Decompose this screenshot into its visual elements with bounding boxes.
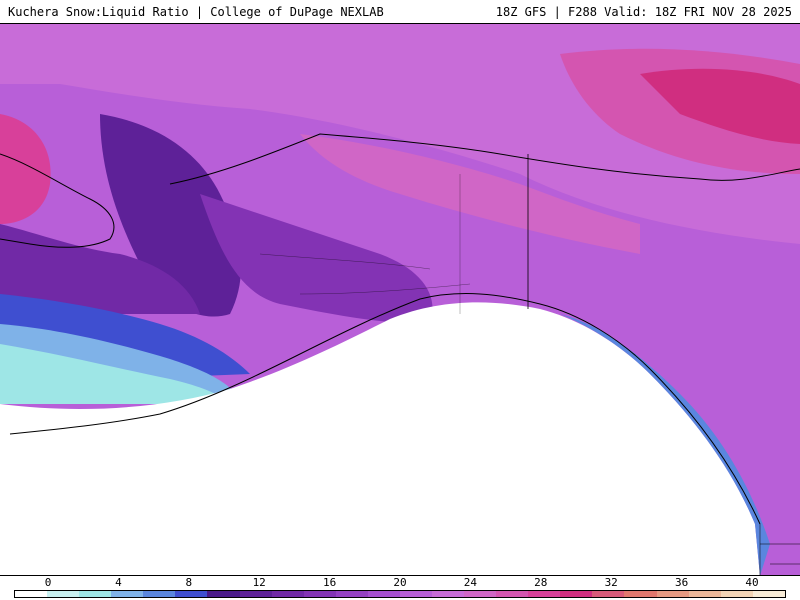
legend-swatch [752,591,785,597]
legend-tick: 16 [322,576,337,589]
snow-ratio-core-max [640,68,800,144]
model-run-valid-time: 18Z GFS | F288 Valid: 18Z FRI NOV 28 202… [495,5,792,19]
map-canvas [0,24,800,575]
legend-swatch [111,591,144,597]
legend-swatch [399,591,433,597]
legend-swatch [688,591,721,597]
color-scale-legend: 0 4 8 12 16 20 24 28 32 36 40 [0,576,800,600]
legend-swatch [560,591,593,597]
legend-tick-row: 0 4 8 12 16 20 24 28 32 36 40 [0,576,800,589]
legend-swatch [15,591,48,597]
legend-tick: 4 [115,576,122,589]
legend-tick: 40 [745,576,759,589]
legend-swatch [720,591,753,597]
legend-tick: 8 [185,576,193,589]
product-title: Kuchera Snow:Liquid Ratio | College of D… [8,5,384,19]
legend-swatch [47,591,80,597]
legend-tick: 24 [463,576,478,589]
legend-swatch [496,591,529,597]
legend-tick: 36 [674,576,689,589]
ocean-no-snow-area [0,302,760,575]
legend-swatch [624,591,657,597]
legend-swatch [335,591,368,597]
snow-ratio-band-north-slope [300,134,640,254]
forecast-map[interactable] [0,24,800,576]
legend-swatch [432,591,465,597]
legend-swatch [79,591,112,597]
legend-swatch [528,591,561,597]
alaska-coastline [9,293,761,525]
legend-swatches [14,590,786,598]
chukotka-coastline [0,153,115,248]
legend-swatch [303,591,336,597]
snow-ratio-siberia-max [0,114,51,224]
legend-tick: 28 [534,576,548,589]
legend-swatch [464,591,497,597]
snow-ratio-low-interior [100,114,241,317]
legend-swatch [367,591,400,597]
legend-tick: 12 [252,576,266,589]
legend-swatch [592,591,625,597]
legend-tick: 20 [393,576,407,589]
legend-swatch [656,591,689,597]
legend-swatch [175,591,208,597]
map-header: Kuchera Snow:Liquid Ratio | College of D… [0,0,800,24]
arctic-coastline [169,133,800,185]
legend-tick: 0 [44,576,52,589]
legend-swatch [271,591,304,597]
legend-swatch [207,591,240,597]
snow-ratio-cyan-band [0,344,230,404]
pacific-northwest-borders [759,524,800,575]
legend-swatch [239,591,272,597]
legend-swatch [143,591,176,597]
legend-tick: 32 [604,576,618,589]
region-boundaries [259,174,471,314]
